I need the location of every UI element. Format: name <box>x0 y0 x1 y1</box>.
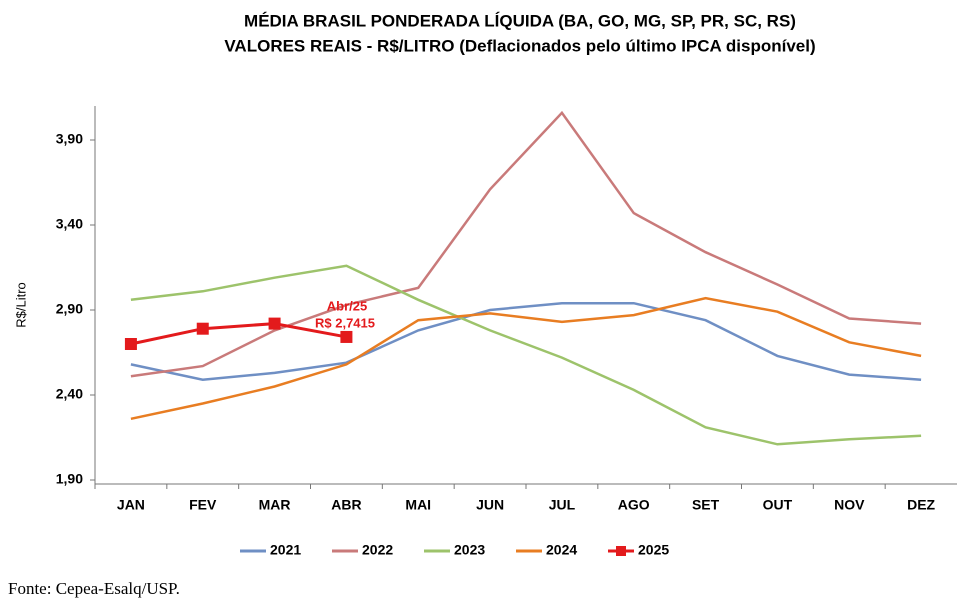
x-tick-label: DEZ <box>907 497 935 513</box>
legend-label: 2021 <box>270 542 301 558</box>
series-line <box>130 264 922 446</box>
y-axis-label: R$/Litro <box>13 282 28 328</box>
point <box>196 322 209 335</box>
series-line <box>130 322 347 346</box>
series-line <box>130 301 922 381</box>
x-tick-label: AGO <box>618 497 650 513</box>
x-tick-label: SET <box>692 497 720 513</box>
point <box>124 338 137 350</box>
annotation: Abr/25 <box>327 298 367 313</box>
y-tick-label: 2,40 <box>56 386 83 402</box>
series-line <box>130 110 922 378</box>
x-tick-label: OUT <box>763 497 793 513</box>
x-tick-label: NOV <box>834 497 865 513</box>
x-tick-label: JUN <box>476 497 504 513</box>
point <box>340 330 353 343</box>
x-tick-label: MAR <box>259 497 291 513</box>
legend-label: 2024 <box>546 542 577 558</box>
legend-label: 2022 <box>362 542 393 558</box>
annotation: R$ 2,7415 <box>315 315 375 330</box>
y-tick-label: 3,40 <box>56 216 83 232</box>
x-tick-label: ABR <box>331 497 361 513</box>
y-tick-label: 2,90 <box>56 301 83 317</box>
chart-title: MÉDIA BRASIL PONDERADA LÍQUIDA (BA, GO, … <box>244 11 796 30</box>
y-tick-label: 3,90 <box>56 131 83 147</box>
legend-label: 2025 <box>638 542 669 558</box>
legend-label: 2023 <box>454 542 485 558</box>
x-tick-label: FEV <box>189 497 217 513</box>
chart-subtitle: VALORES REAIS - R$/LITRO (Deflacionados … <box>224 36 815 55</box>
source: Fonte: Cepea-Esalq/USP. <box>8 579 180 598</box>
series-line <box>130 296 922 421</box>
point <box>268 317 281 330</box>
x-tick-label: MAI <box>405 497 431 513</box>
y-tick-label: 1,90 <box>56 471 83 487</box>
legend-marker <box>616 546 626 556</box>
x-tick-label: JAN <box>117 497 145 513</box>
x-tick-label: JUL <box>549 497 576 513</box>
